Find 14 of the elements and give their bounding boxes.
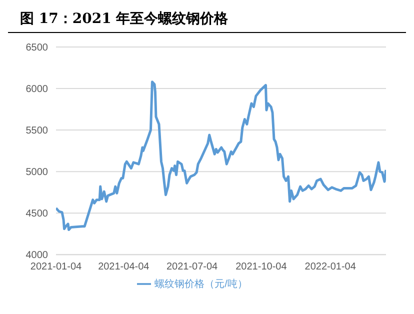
y-tick-label: 4500: [26, 208, 48, 220]
x-tick-label: 2021-10-04: [236, 262, 288, 273]
x-tick-label: 2022-01-04: [304, 262, 356, 273]
y-tick-label: 4000: [26, 250, 48, 262]
y-tick-label: 6000: [26, 84, 48, 96]
x-tick-label: 2021-01-04: [30, 262, 82, 273]
x-tick-label: 2021-04-04: [98, 262, 150, 273]
y-tick-label: 5000: [26, 167, 48, 178]
x-tick-label: 2021-07-04: [166, 262, 218, 273]
line-series: [56, 80, 386, 231]
legend-label: 螺纹钢价格（元/吨）: [154, 278, 248, 290]
y-tick-label: 6500: [26, 42, 48, 54]
chart-title: 图 17：2021 年至今螺纹钢价格: [8, 8, 406, 33]
y-tick-label: 5500: [26, 126, 48, 137]
